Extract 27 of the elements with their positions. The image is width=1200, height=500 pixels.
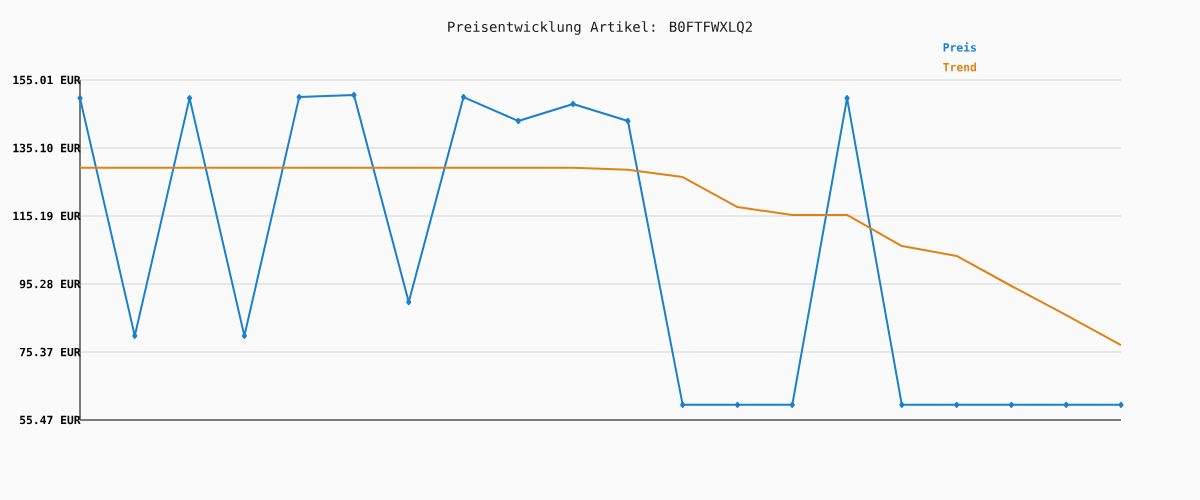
point (296, 93, 302, 101)
point (954, 401, 960, 408)
text: Preis (943, 42, 976, 52)
text: Trend (943, 62, 977, 72)
point (241, 332, 247, 339)
point (844, 95, 850, 102)
point (625, 117, 631, 125)
point (132, 332, 138, 339)
point (460, 93, 467, 101)
point (515, 117, 521, 125)
point (789, 401, 795, 408)
y-tick-label: 115.19 EUR (13, 211, 81, 221)
point (77, 95, 83, 102)
point (1118, 401, 1124, 408)
point (734, 401, 741, 408)
y-tick-label: 55.47 EUR (20, 415, 81, 425)
y-tick-label: 135.10 EUR (13, 143, 81, 153)
point (1063, 401, 1069, 408)
y-tick-label: 95.28 EUR (19, 279, 81, 289)
chart-title: Preisentwicklung Artikel: B0FTFWXLQ2 (448, 21, 752, 35)
y-tick-label: 75.37 EUR (19, 347, 81, 357)
point (351, 91, 357, 99)
point (1008, 401, 1015, 408)
y-tick-label: 155.01 EUR (13, 75, 81, 85)
point (680, 401, 686, 408)
point (899, 401, 905, 408)
point (570, 100, 576, 108)
